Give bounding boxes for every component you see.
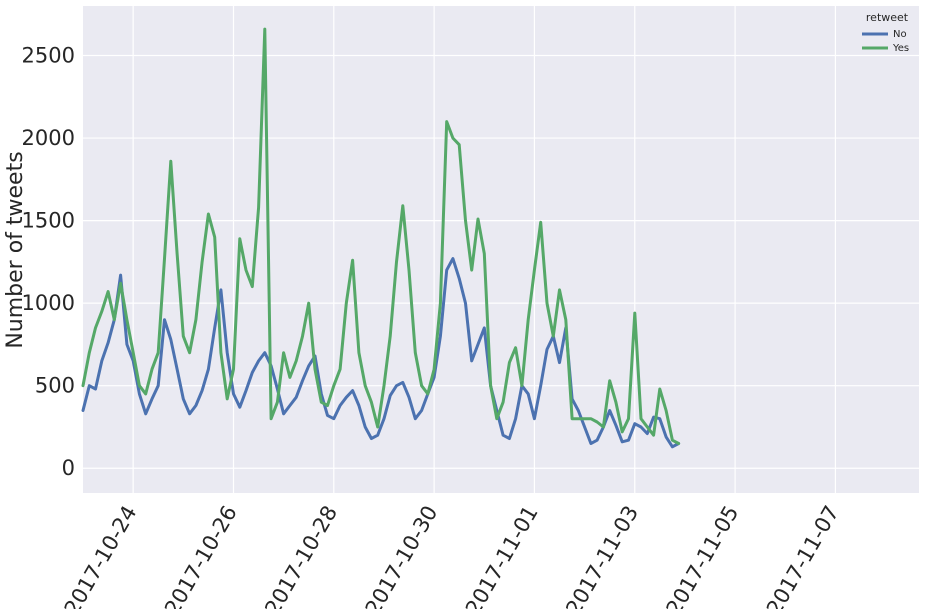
y-tick-label: 1000 [22,291,75,315]
y-tick-label: 1500 [22,209,75,233]
x-tick-label: 2017-11-03 [561,502,643,609]
legend: retweet No Yes [862,11,909,54]
x-tick-label: 2017-10-26 [160,502,242,609]
series-line-yes [81,27,681,445]
y-axis-label: Number of tweets [3,151,28,348]
series-lines [81,27,681,449]
y-axis-ticks: 0 500 1000 1500 2000 2500 [22,44,75,481]
grid-lines [83,6,919,493]
plot-background [83,6,919,493]
y-tick-label: 500 [35,374,75,398]
y-tick-label: 2500 [22,44,75,68]
x-tick-label: 2017-10-30 [361,502,443,609]
legend-label-yes: Yes [892,43,909,54]
x-tick-label: 2017-10-28 [260,502,342,609]
y-tick-label: 2000 [22,126,75,150]
x-axis-ticks: 2017-10-24 2017-10-26 2017-10-28 2017-10-30… [60,502,844,609]
y-tick-label: 0 [62,456,75,480]
x-tick-label: 2017-11-05 [662,502,744,609]
series-line-no [81,257,681,449]
x-tick-label: 2017-10-24 [60,502,142,609]
legend-label-no: No [893,29,907,40]
legend-title: retweet [866,11,909,24]
x-tick-label: 2017-11-07 [762,502,844,609]
x-tick-label: 2017-11-01 [461,502,543,609]
